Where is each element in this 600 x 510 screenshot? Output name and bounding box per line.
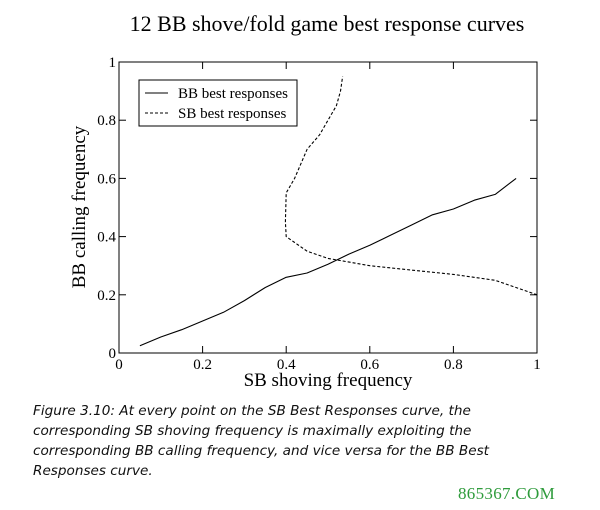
x-tick-label: 0	[115, 357, 123, 373]
x-tick-label: 1	[533, 357, 541, 373]
plot-frame	[118, 61, 538, 354]
y-tick-label: 0.8	[97, 113, 116, 129]
x-tick-label: 0.2	[193, 357, 212, 373]
sb-best-responses-line	[284, 76, 538, 296]
y-tick-label: 0	[109, 346, 117, 362]
legend-box	[138, 79, 298, 127]
legend: BB best responses SB best responses	[138, 79, 298, 127]
x-tick-label: 0.4	[277, 357, 296, 373]
x-axis-label: SB shoving frequency	[244, 370, 413, 391]
watermark: 865367.COM	[458, 484, 555, 503]
y-axis-label: BB calling frequency	[69, 125, 90, 288]
figure-caption: Figure 3.10: At every point on the SB Be…	[33, 403, 490, 479]
y-tick-label: 0.6	[97, 171, 116, 187]
y-tick-label: 1	[109, 55, 117, 71]
y-tick-label: 0.2	[97, 288, 116, 304]
chart-title: 12 BB shove/fold game best response curv…	[130, 11, 525, 36]
bb-best-responses-line	[139, 177, 517, 347]
x-tick-label: 0.8	[444, 357, 463, 373]
y-tick-label: 0.4	[97, 230, 116, 246]
legend-sb-label: SB best responses	[178, 106, 286, 122]
chart: 12 BB shove/fold game best response curv…	[69, 11, 541, 391]
legend-bb-label: BB best responses	[178, 86, 288, 102]
x-tick-label: 0.6	[360, 357, 379, 373]
